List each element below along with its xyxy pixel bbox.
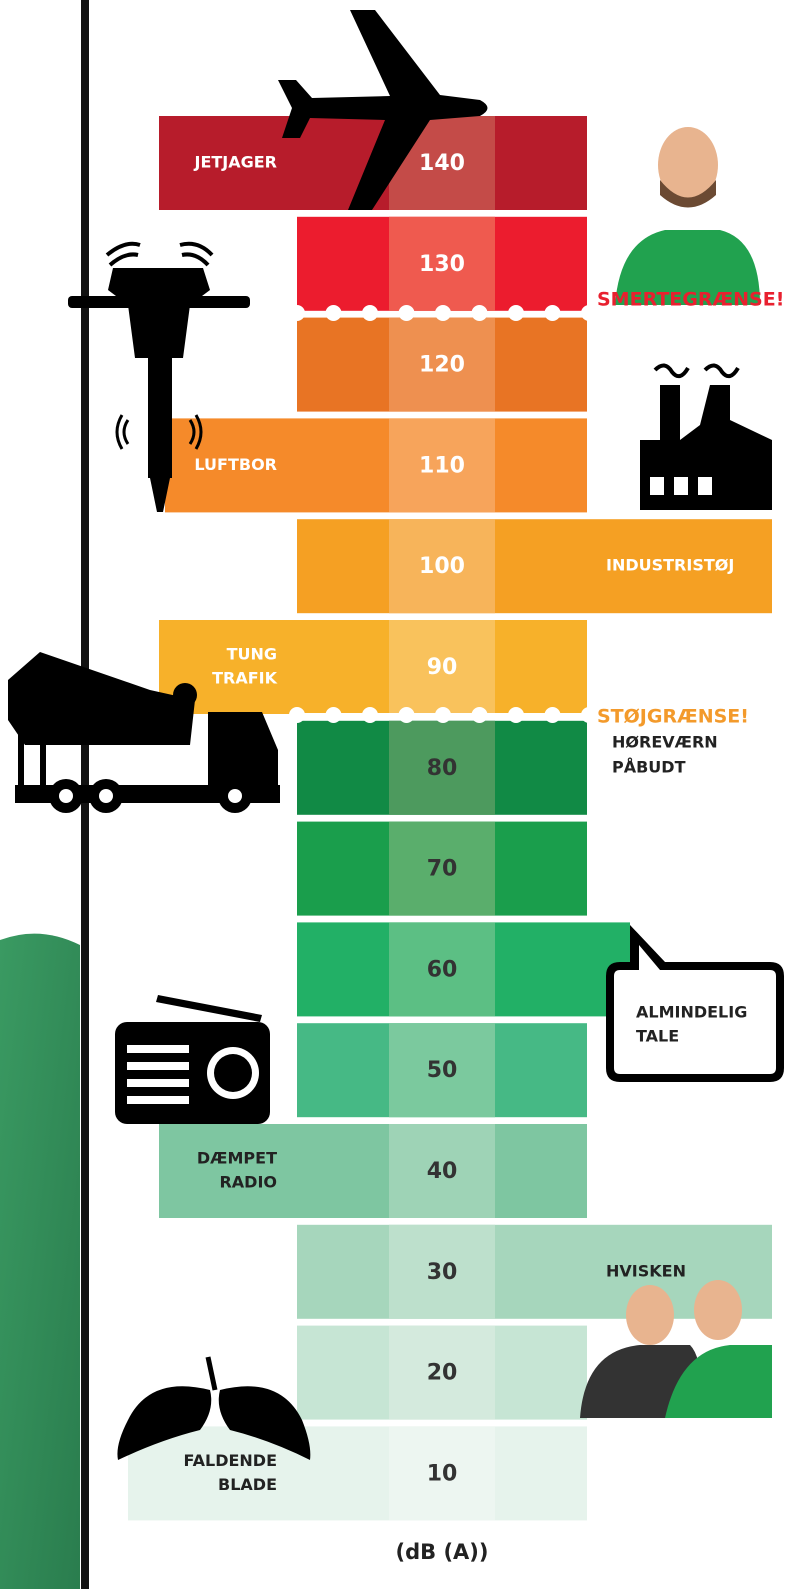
threshold-dot (289, 305, 305, 321)
threshold-dot (326, 707, 342, 723)
left-label: JETJAGER (193, 153, 277, 172)
level-value: 50 (427, 1058, 458, 1083)
protection-note: PÅBUDT (612, 758, 686, 777)
level-value: 10 (427, 1461, 458, 1486)
bars (128, 116, 772, 1520)
level-value: 100 (419, 554, 465, 579)
level-value: 40 (427, 1159, 458, 1184)
bubble-label: ALMINDELIG (636, 1003, 747, 1022)
threshold-dot (581, 305, 597, 321)
level-value: 90 (427, 655, 458, 680)
unit-label: (dB (A)) (396, 1540, 489, 1564)
threshold-dot (399, 707, 415, 723)
level-value: 120 (419, 353, 465, 378)
bubble-label: TALE (636, 1027, 679, 1046)
left-label: LUFTBOR (194, 455, 277, 474)
threshold-dot (326, 305, 342, 321)
threshold-dot (435, 305, 451, 321)
threshold-dot (472, 707, 488, 723)
radio-icon (115, 995, 270, 1124)
level-value: 140 (419, 151, 465, 176)
threshold-dot (362, 305, 378, 321)
threshold-dot (508, 305, 524, 321)
threshold-dot (472, 305, 488, 321)
threshold-dot (581, 707, 597, 723)
left-label: RADIO (219, 1173, 277, 1192)
left-label: TRAFIK (212, 669, 278, 688)
page: 140 JETJAGER 130 120 110 LUFTBOR 100 INDUSTRIST… (0, 0, 794, 1589)
level-value: 70 (427, 857, 458, 882)
threshold-dot (435, 707, 451, 723)
level-value: 80 (427, 756, 458, 781)
level-value: 110 (419, 453, 465, 478)
left-label: BLADE (218, 1475, 277, 1494)
infographic: 140 JETJAGER 130 120 110 LUFTBOR 100 INDUSTRIST… (0, 0, 794, 1589)
protection-note: HØREVÆRN (612, 733, 718, 752)
level-value: 20 (427, 1361, 458, 1386)
factory-icon (640, 365, 772, 510)
background-blur (0, 934, 80, 1589)
left-label: FALDENDE (184, 1451, 277, 1470)
threshold-dot (508, 707, 524, 723)
level-bar (159, 1124, 587, 1218)
left-label: DÆMPET (197, 1149, 277, 1168)
threshold-dot (545, 305, 561, 321)
threshold-dot (362, 707, 378, 723)
level-value: 60 (427, 957, 458, 982)
right-label: HVISKEN (606, 1261, 686, 1280)
right-label: INDUSTRISTØJ (606, 556, 734, 575)
level-bar (128, 1426, 587, 1520)
threshold-dot (289, 707, 305, 723)
left-label: TUNG (227, 645, 277, 664)
level-value: 130 (419, 252, 465, 277)
level-bar (159, 620, 587, 714)
threshold-dot (399, 305, 415, 321)
pain-threshold: SMERTEGRÆNSE! (597, 289, 784, 311)
noise-threshold: STØJGRÆNSE! (597, 706, 749, 728)
threshold-dot (545, 707, 561, 723)
level-value: 30 (427, 1260, 458, 1285)
